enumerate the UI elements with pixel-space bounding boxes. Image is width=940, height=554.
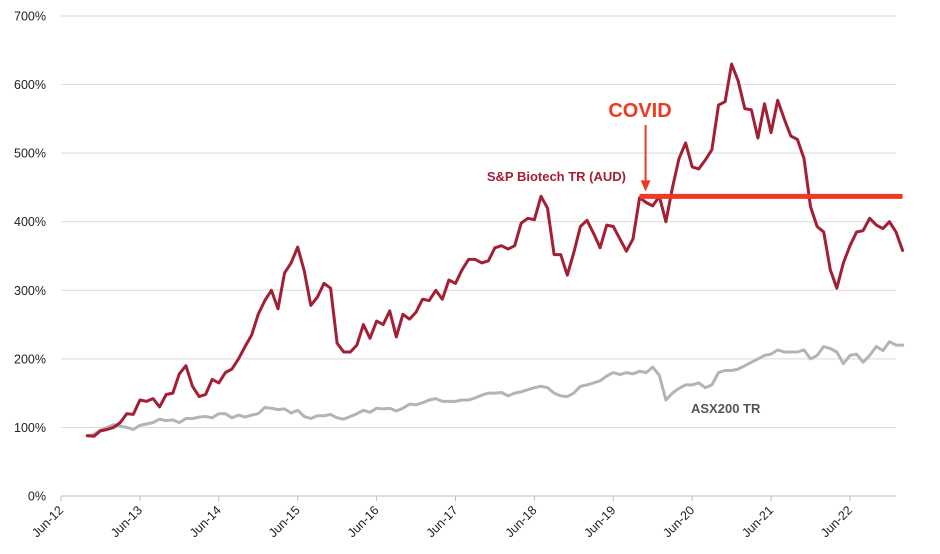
series-layer bbox=[85, 62, 905, 438]
x-tick-label: Jun-18 bbox=[503, 503, 540, 540]
x-tick-label: Jun-19 bbox=[581, 503, 618, 540]
y-tick-label: 700% bbox=[14, 10, 46, 24]
y-axis: 0% 100% 200% 300% 400% 500% 600% 700% bbox=[14, 10, 46, 504]
x-tick-label: Jun-16 bbox=[345, 503, 382, 540]
gridlines bbox=[61, 15, 896, 497]
x-tick-label: Jun-13 bbox=[108, 503, 145, 540]
covid-arrow-head bbox=[640, 180, 651, 192]
y-tick-label: 0% bbox=[28, 490, 46, 504]
series-label-biotech: S&P Biotech TR (AUD) bbox=[487, 169, 626, 184]
x-tick-label: Jun-22 bbox=[818, 503, 855, 540]
series-label-asx200: ASX200 TR bbox=[691, 401, 761, 416]
y-tick-label: 600% bbox=[14, 78, 46, 92]
y-tick-label: 400% bbox=[14, 215, 46, 229]
series-line-biotech bbox=[85, 62, 905, 438]
x-axis: Jun-12 Jun-13 Jun-14 Jun-15 Jun-16 Jun-17 Jun-… bbox=[29, 495, 896, 540]
y-tick-label: 100% bbox=[14, 421, 46, 435]
x-tick-label: Jun-21 bbox=[739, 503, 776, 540]
annotation-layer bbox=[639, 125, 903, 199]
y-tick-label: 200% bbox=[14, 352, 46, 366]
x-tick-label: Jun-14 bbox=[187, 503, 224, 540]
x-tick-label: Jun-20 bbox=[660, 503, 697, 540]
series-line-asx200 bbox=[85, 340, 905, 438]
y-tick-label: 500% bbox=[14, 147, 46, 161]
x-tick-label: Jun-17 bbox=[424, 503, 461, 540]
x-tick-label: Jun-12 bbox=[29, 503, 66, 540]
x-tick-label: Jun-15 bbox=[266, 503, 303, 540]
covid-annotation-label: COVID bbox=[608, 100, 671, 122]
y-tick-label: 300% bbox=[14, 284, 46, 298]
